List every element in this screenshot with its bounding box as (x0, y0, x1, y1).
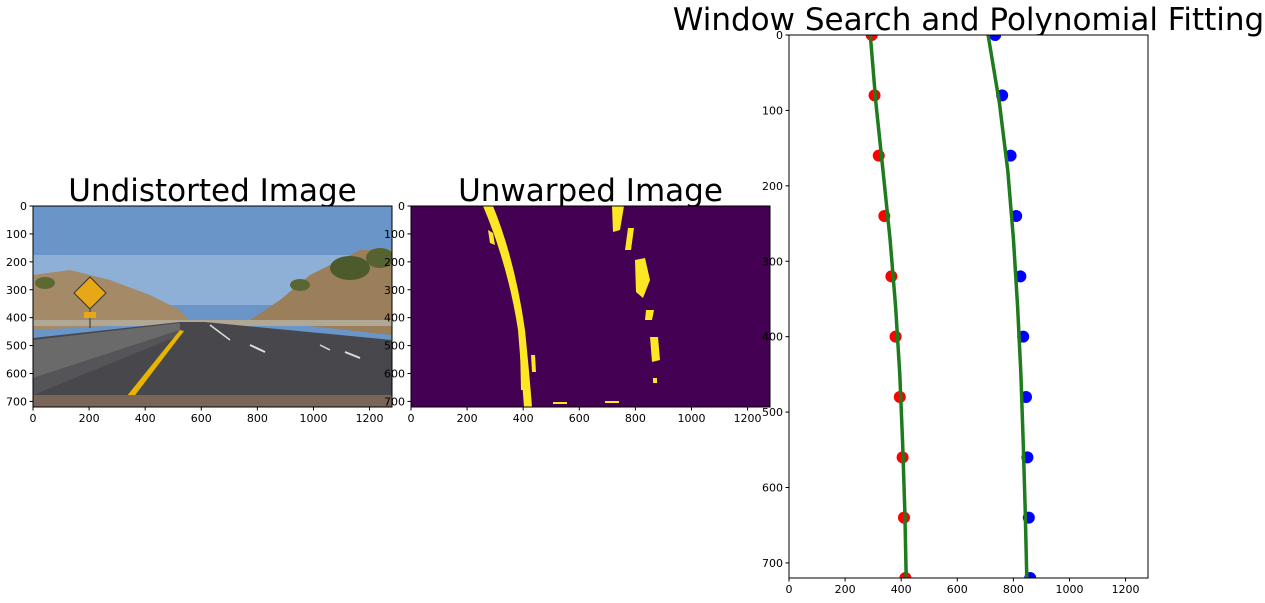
window-point-right (989, 35, 1002, 41)
unwarped-binary-image (411, 206, 770, 407)
panel2-ytick-label: 500 (384, 340, 405, 353)
panel3-title: Window Search and Polynomial Fitting (673, 2, 1264, 38)
panel1-xtick-label: 600 (191, 412, 212, 425)
panel1-ytick-label: 600 (6, 368, 27, 381)
panel1-xtick-label: 0 (30, 412, 37, 425)
panel2-xtick-label: 0 (408, 412, 415, 425)
left-polynomial-fit-line (868, 35, 908, 578)
panel1-xtick-label: 1200 (356, 412, 384, 425)
panel2-ytick-label: 0 (398, 200, 405, 213)
panel3-xtick-label: 800 (1003, 583, 1024, 596)
panel3-xtick-label: 600 (947, 583, 968, 596)
panel3-frame (788, 34, 1149, 579)
panel2-title: Unwarped Image (458, 173, 723, 209)
panel3-ytick-label: 200 (762, 180, 783, 193)
panel2-xtick-label: 400 (513, 412, 534, 425)
panel2-ytick-label: 600 (384, 368, 405, 381)
panel2-ytick-label: 700 (384, 395, 405, 408)
panel2-frame (410, 205, 771, 408)
panel3-background (789, 35, 1148, 578)
panel1-frame (32, 205, 393, 408)
panel1-xtick-label: 800 (247, 412, 268, 425)
panel3-ytick-label: 400 (762, 331, 783, 344)
panel3-ytick-label: 600 (762, 482, 783, 495)
panel3-xtick-label: 400 (891, 583, 912, 596)
panel3-xtick-label: 200 (835, 583, 856, 596)
panel3-ytick-label: 700 (762, 557, 783, 570)
panel2-ytick-label: 400 (384, 312, 405, 325)
panel1-xtick-label: 400 (135, 412, 156, 425)
panel3-ytick-label: 100 (762, 104, 783, 117)
panel1-ytick-label: 300 (6, 284, 27, 297)
panel3-xtick-label: 1200 (1112, 583, 1140, 596)
panel3-ytick-label: 500 (762, 406, 783, 419)
panel2-ytick-label: 300 (384, 284, 405, 297)
undistorted-road-photo (33, 206, 392, 407)
panel1-ytick-label: 400 (6, 312, 27, 325)
panel2-xtick-label: 200 (457, 412, 478, 425)
panel1-ytick-label: 200 (6, 256, 27, 269)
panel3-ytick-label: 0 (776, 29, 783, 42)
panel1-xtick-label: 1000 (299, 412, 327, 425)
panel1-ytick-label: 700 (6, 395, 27, 408)
panel3-xtick-label: 1000 (1055, 583, 1083, 596)
panel1-title: Undistorted Image (68, 173, 357, 209)
panel1-xtick-label: 200 (79, 412, 100, 425)
panel2-xtick-label: 800 (625, 412, 646, 425)
panel2-xtick-label: 1000 (677, 412, 705, 425)
panel1-ytick-label: 500 (6, 340, 27, 353)
panel2-ytick-label: 100 (384, 228, 405, 241)
panel2-xtick-label: 1200 (734, 412, 762, 425)
panel3-xtick-label: 0 (786, 583, 793, 596)
panel3-ytick-label: 300 (762, 255, 783, 268)
right-polynomial-fit-line (986, 35, 1029, 578)
panel2-xtick-label: 600 (569, 412, 590, 425)
panel1-ytick-label: 0 (20, 200, 27, 213)
panel2-ytick-label: 200 (384, 256, 405, 269)
panel1-ytick-label: 100 (6, 228, 27, 241)
